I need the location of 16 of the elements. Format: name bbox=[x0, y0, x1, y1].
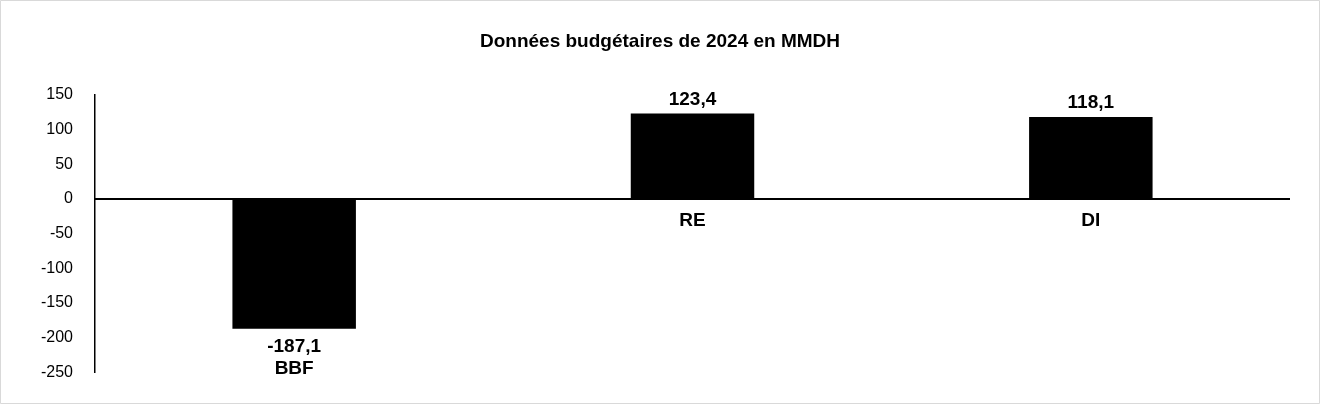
y-tick-label: -50 bbox=[49, 224, 74, 242]
y-tick-label: -150 bbox=[40, 293, 74, 311]
y-tick-label: 150 bbox=[46, 85, 74, 103]
x-tick-label: BBF bbox=[274, 357, 314, 379]
data-label: -187,1 bbox=[267, 335, 322, 357]
chart-title: Données budgétaires de 2024 en MMDH bbox=[479, 30, 841, 52]
y-tick-label: 50 bbox=[55, 154, 74, 172]
y-tick-label: -250 bbox=[40, 362, 74, 380]
y-tick-label: 100 bbox=[46, 120, 74, 138]
data-label: 123,4 bbox=[668, 87, 717, 109]
x-tick-label: DI bbox=[1081, 209, 1101, 231]
data-label: 118,1 bbox=[1067, 91, 1115, 113]
y-tick-label: 0 bbox=[64, 189, 74, 207]
y-tick-label: -200 bbox=[40, 328, 74, 346]
y-tick-label: -100 bbox=[40, 258, 74, 276]
x-tick-label: RE bbox=[679, 209, 706, 231]
